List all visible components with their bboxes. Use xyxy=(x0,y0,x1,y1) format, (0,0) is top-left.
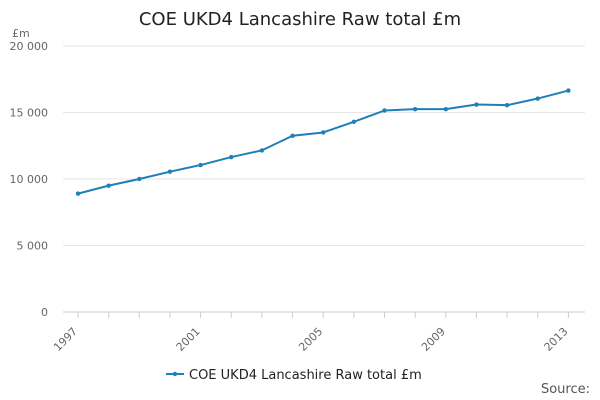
y-tick-label: 15 000 xyxy=(10,107,49,120)
data-point xyxy=(106,183,111,188)
chart-title: COE UKD4 Lancashire Raw total £m xyxy=(139,9,461,30)
data-point xyxy=(167,169,173,174)
data-point xyxy=(259,148,265,153)
x-tick-label: 2001 xyxy=(174,325,203,354)
series-line xyxy=(77,89,569,195)
x-tick-label: 2009 xyxy=(419,325,448,354)
legend-marker xyxy=(172,371,178,377)
data-point xyxy=(75,191,81,196)
data-point xyxy=(382,108,387,113)
data-point xyxy=(321,130,326,135)
x-tick-label: 2013 xyxy=(542,325,571,354)
data-point xyxy=(351,119,357,125)
y-tick-label: 10 000 xyxy=(10,173,49,186)
legend-label: COE UKD4 Lancashire Raw total £m xyxy=(189,368,422,383)
data-point xyxy=(535,96,540,101)
y-axis-unit-label: £m xyxy=(12,27,30,40)
data-point xyxy=(290,133,295,138)
data-point xyxy=(229,154,234,160)
source-label: Source: xyxy=(541,382,590,397)
series-group xyxy=(75,88,571,196)
data-point xyxy=(137,176,142,182)
y-axis-ticks: 0 5 000 10 000 15 000 20 000 xyxy=(10,40,49,319)
data-point xyxy=(566,88,571,93)
y-tick-label: 5 000 xyxy=(17,240,49,253)
data-point xyxy=(198,162,203,168)
x-tick-label: 2005 xyxy=(296,325,325,354)
gridlines xyxy=(63,45,585,246)
data-point xyxy=(443,106,448,112)
data-point xyxy=(474,102,479,107)
y-tick-label: 0 xyxy=(41,306,48,319)
x-tick-label: 1997 xyxy=(51,325,80,354)
data-point xyxy=(504,102,510,108)
x-axis: 1997 2001 2005 2009 2013 xyxy=(51,311,585,354)
legend[interactable]: COE UKD4 Lancashire Raw total £m xyxy=(166,368,422,383)
data-point xyxy=(412,106,418,112)
y-tick-label: 20 000 xyxy=(10,40,49,53)
